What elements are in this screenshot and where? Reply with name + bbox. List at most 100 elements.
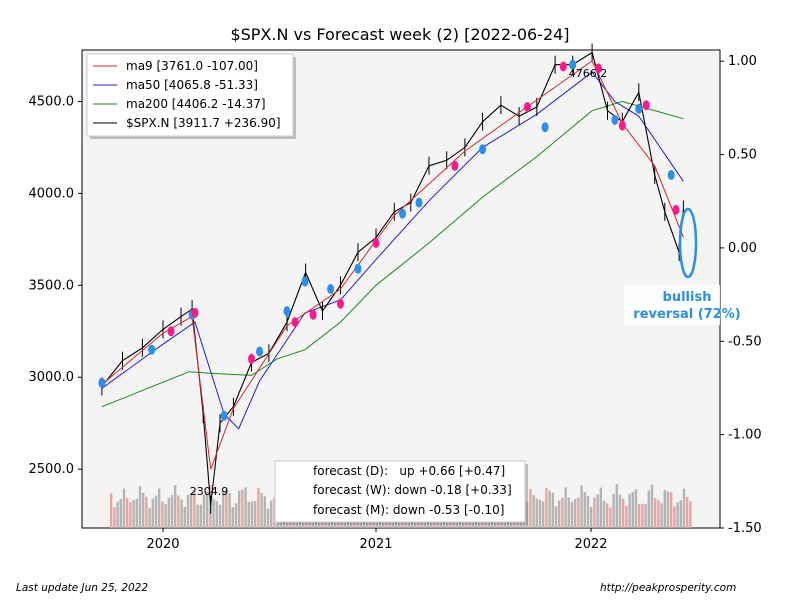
volume-bar	[634, 489, 638, 528]
volume-bar	[542, 501, 545, 528]
volume-bar	[609, 507, 612, 528]
legend-label-spx: $SPX.N [3911.7 +236.90]	[126, 116, 281, 130]
volume-bar	[580, 485, 583, 528]
volume-bar	[212, 498, 215, 528]
volume-bar	[116, 501, 119, 528]
volume-bar	[666, 491, 670, 528]
volume-bar	[554, 506, 558, 528]
volume-bar	[529, 488, 532, 528]
volume-bar	[138, 486, 142, 528]
volume-bar	[567, 497, 570, 528]
volume-bar	[641, 503, 644, 528]
volume-bar	[586, 496, 590, 528]
volume-bar	[657, 500, 660, 528]
volume-bar	[670, 492, 673, 528]
volume-bar	[686, 497, 689, 528]
right-tick-label: -0.50	[728, 334, 762, 349]
volume-bar	[158, 488, 161, 528]
signal-down-marker	[642, 100, 650, 111]
forecast-box: forecast (D): up +0.66 [+0.47] forecast …	[274, 460, 528, 525]
volume-bar	[545, 487, 548, 528]
signal-down-marker	[309, 309, 317, 320]
volume-bar	[689, 501, 692, 528]
volume-bar	[142, 492, 145, 528]
volume-bar	[558, 500, 561, 528]
signal-up-marker	[327, 284, 335, 294]
volume-bar	[145, 496, 148, 528]
volume-bar	[129, 502, 132, 528]
volume-bar	[215, 501, 218, 528]
callout-line1: bullish	[663, 290, 712, 305]
volume-bar	[551, 492, 554, 528]
volume-bar	[170, 495, 174, 528]
volume-bar	[199, 504, 202, 528]
signal-up-marker	[98, 377, 106, 388]
volume-bar	[625, 506, 628, 528]
volume-bar	[535, 498, 538, 528]
series-line-ma200	[101, 100, 684, 408]
volume-bar	[196, 504, 199, 528]
signal-up-marker	[301, 276, 309, 287]
volume-bar	[250, 501, 254, 528]
volume-bar	[673, 506, 676, 528]
volume-bar	[583, 492, 586, 528]
volume-bar	[682, 488, 686, 528]
volume-bar	[260, 493, 263, 528]
right-tick-label: -1.50	[728, 521, 762, 536]
volume-bar	[663, 489, 666, 528]
volume-bar	[231, 507, 234, 528]
volume-bar	[596, 494, 599, 528]
low-annotation: 2304.9	[190, 485, 229, 498]
volume-bar	[615, 484, 618, 528]
volume-bar	[254, 501, 257, 528]
volume-bar	[234, 503, 238, 528]
x-tick-label: 2021	[359, 537, 392, 552]
series-line-ma50	[101, 71, 684, 430]
right-tick-label: 1.00	[728, 54, 757, 69]
volume-bar	[161, 501, 164, 528]
volume-bar	[532, 495, 535, 528]
high-annotation: 4766.2	[569, 67, 608, 80]
signal-down-marker	[191, 307, 199, 318]
signal-up-marker	[148, 344, 156, 355]
volume-bar	[202, 494, 206, 528]
volume-bar	[174, 485, 177, 528]
signal-up-marker	[256, 346, 264, 357]
volume-bar	[622, 498, 625, 528]
reversal-ellipse	[678, 207, 698, 279]
signal-up-marker	[541, 122, 549, 133]
volume-bar	[151, 498, 154, 528]
signal-up-marker	[354, 263, 362, 274]
volume-bar	[628, 493, 631, 528]
series-line-ma9	[101, 60, 684, 470]
volume-bar	[602, 500, 606, 528]
signal-down-marker	[372, 238, 380, 248]
signal-up-marker	[220, 410, 228, 421]
volume-bar	[218, 504, 222, 528]
volume-bar	[676, 502, 679, 528]
volume-bar	[574, 499, 577, 528]
volume-bar	[593, 497, 596, 528]
volume-bar	[618, 494, 622, 528]
volume-bar	[190, 493, 193, 528]
volume-bar	[644, 504, 647, 528]
forecast-daily: forecast (D): up +0.66 [+0.47]	[313, 464, 505, 478]
volume-bar	[679, 500, 682, 528]
volume-bar	[113, 507, 116, 528]
signal-down-marker	[672, 204, 680, 215]
volume-bar	[148, 507, 151, 528]
signal-up-marker	[283, 306, 291, 317]
signal-markers	[98, 59, 680, 421]
volume-bar	[548, 490, 551, 528]
signal-down-marker	[523, 102, 531, 112]
legend: ma9 [3761.0 -107.00] ma50 [4065.8 -51.33…	[86, 53, 296, 139]
volume-bar	[273, 497, 276, 528]
signal-down-marker	[618, 120, 626, 131]
right-tick-label: -1.00	[728, 428, 762, 443]
callout-bg	[624, 285, 720, 325]
legend-label-ma50: ma50 [4065.8 -51.33]	[126, 78, 258, 92]
volume-bar	[564, 487, 567, 528]
signal-up-marker	[569, 59, 577, 70]
right-tick-label: 0.50	[728, 148, 757, 163]
volume-bar	[164, 504, 167, 528]
